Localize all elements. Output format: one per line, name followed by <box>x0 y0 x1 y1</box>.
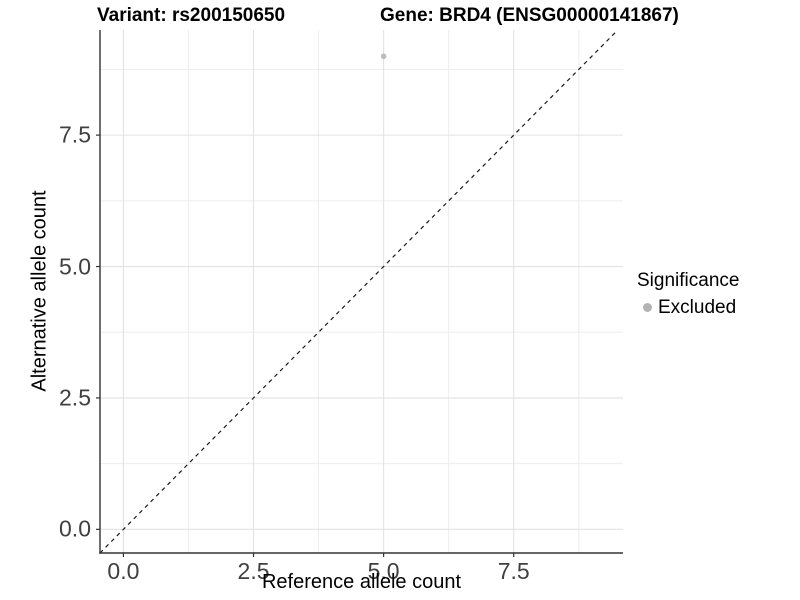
x-tick-label: 2.5 <box>237 558 270 584</box>
x-tick-label: 7.5 <box>497 558 530 584</box>
y-tick-label: 2.5 <box>59 384 91 411</box>
x-tick-label: 0.0 <box>107 558 140 584</box>
y-axis-title: Alternative allele count <box>28 190 51 392</box>
legend-item-label: Excluded <box>658 297 737 318</box>
data-point-excluded <box>380 53 387 60</box>
y-tick-label: 0.0 <box>59 515 91 542</box>
legend-item-excluded: Excluded <box>643 296 739 319</box>
legend: Significance Excluded <box>637 269 739 319</box>
legend-point-icon <box>643 303 652 312</box>
plot-title-variant: Variant: rs200150650 <box>97 5 286 26</box>
y-tick-label: 7.5 <box>59 121 91 148</box>
legend-title: Significance <box>637 270 740 291</box>
x-axis-title: Reference allele count <box>261 571 461 593</box>
plot-title-gene: Gene: BRD4 (ENSG00000141867) <box>380 5 679 26</box>
y-tick-label: 5.0 <box>59 253 91 280</box>
identity-line <box>99 29 619 554</box>
x-tick-label: 5.0 <box>367 558 400 584</box>
